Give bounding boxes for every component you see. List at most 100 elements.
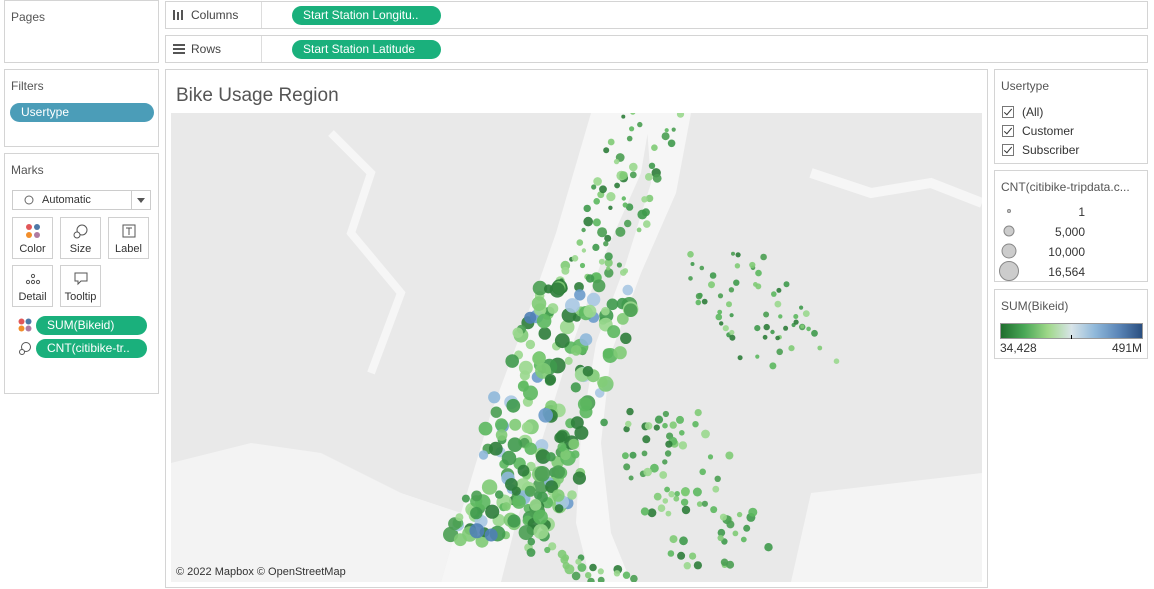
marks-title: Marks xyxy=(11,163,44,177)
station-dot xyxy=(735,252,741,258)
station-dot xyxy=(545,480,558,493)
station-dot xyxy=(552,489,565,502)
station-dot xyxy=(453,533,467,547)
label-button[interactable]: Label xyxy=(108,217,149,259)
option-label[interactable]: (All) xyxy=(1022,105,1044,119)
station-dot xyxy=(679,536,688,546)
station-dot xyxy=(598,258,605,265)
station-dot xyxy=(485,504,500,519)
size-legend-card: CNT(citibike-tripdata.c... 1 5,000 10,000 1… xyxy=(994,170,1148,282)
station-dot xyxy=(629,451,637,459)
station-dot xyxy=(763,323,770,331)
station-dot xyxy=(647,508,657,518)
station-dot xyxy=(775,335,780,341)
station-dot xyxy=(722,325,729,332)
station-dot xyxy=(811,329,818,337)
station-dot xyxy=(544,546,551,554)
checkbox[interactable] xyxy=(1002,125,1014,137)
station-dot xyxy=(626,407,634,416)
columns-pill[interactable]: Start Station Longitu.. xyxy=(292,6,441,25)
station-dot xyxy=(701,429,710,439)
station-dot xyxy=(585,274,595,283)
station-dot xyxy=(597,376,614,392)
checkbox[interactable] xyxy=(1002,144,1014,156)
station-dot xyxy=(556,430,568,442)
station-dot xyxy=(626,135,633,142)
station-dot xyxy=(689,552,697,560)
size-button[interactable]: Size xyxy=(60,217,101,259)
station-dot xyxy=(667,139,676,148)
station-dot xyxy=(743,524,751,532)
station-dot xyxy=(733,279,740,286)
tooltip-icon xyxy=(74,272,88,286)
filter-pill[interactable]: Usertype xyxy=(10,103,154,122)
option-label[interactable]: Subscriber xyxy=(1022,143,1080,157)
color-pill[interactable]: SUM(Bikeid) xyxy=(36,316,147,335)
tooltip-button[interactable]: Tooltip xyxy=(60,265,101,307)
station-dot xyxy=(623,463,631,471)
color-legend-min: 34,428 xyxy=(1000,341,1037,355)
station-dot xyxy=(676,415,684,424)
mark-type-dropdown[interactable]: Automatic xyxy=(12,190,151,210)
size-circle xyxy=(1007,209,1011,213)
station-dot xyxy=(681,505,691,515)
station-dot xyxy=(719,321,724,326)
station-dot xyxy=(793,314,799,319)
station-dot xyxy=(511,486,521,496)
rows-pill[interactable]: Start Station Latitude xyxy=(292,40,441,59)
station-dot xyxy=(535,362,552,379)
station-dot xyxy=(641,208,650,217)
station-dot xyxy=(565,298,580,313)
station-dot xyxy=(707,454,714,460)
station-dot xyxy=(731,251,735,256)
station-dot xyxy=(699,265,705,271)
detail-button[interactable]: Detail xyxy=(12,265,53,307)
station-dot xyxy=(654,415,664,424)
color-icon xyxy=(26,224,40,238)
station-dot xyxy=(495,418,508,431)
size-pill[interactable]: CNT(citibike-tr.. xyxy=(36,339,147,358)
checkbox[interactable] xyxy=(1002,106,1014,118)
columns-shelf[interactable]: Columns Start Station Longitu.. xyxy=(165,1,1148,29)
station-dot xyxy=(760,253,767,261)
station-dot xyxy=(554,333,570,349)
filters-title: Filters xyxy=(11,79,44,93)
station-dot xyxy=(799,305,804,310)
station-dot xyxy=(455,513,464,522)
station-dot xyxy=(517,464,530,477)
map[interactable]: © 2022 Mapbox © OpenStreetMap xyxy=(171,113,982,582)
station-dot xyxy=(518,360,533,375)
station-dot xyxy=(597,576,605,582)
station-dot xyxy=(607,138,615,146)
color-legend-max: 491M xyxy=(1111,341,1142,355)
color-button[interactable]: Color xyxy=(12,217,53,259)
station-dot xyxy=(554,504,564,513)
station-dot xyxy=(650,463,659,473)
station-dot xyxy=(469,523,485,539)
station-dot xyxy=(625,420,632,428)
station-dot xyxy=(592,279,606,293)
station-dot xyxy=(534,466,551,482)
station-dot xyxy=(481,479,498,495)
station-dot xyxy=(640,507,649,516)
station-dot xyxy=(708,281,715,289)
station-dot xyxy=(512,327,524,339)
station-dot xyxy=(593,177,602,186)
station-dot xyxy=(717,534,724,542)
station-dot xyxy=(604,258,613,267)
station-dot xyxy=(576,239,584,246)
station-dot xyxy=(621,114,626,119)
station-dot xyxy=(616,262,622,268)
station-dot xyxy=(591,184,597,190)
station-dot xyxy=(710,506,718,514)
columns-icon xyxy=(173,10,183,20)
station-dot xyxy=(628,475,634,481)
option-label[interactable]: Customer xyxy=(1022,124,1075,138)
station-dot xyxy=(749,261,756,269)
rows-shelf[interactable]: Rows Start Station Latitude xyxy=(165,35,1148,63)
pages-card: Pages xyxy=(4,0,159,63)
station-dot xyxy=(729,329,735,336)
station-dot xyxy=(570,416,584,430)
station-dot xyxy=(538,408,553,423)
station-dot xyxy=(648,162,656,169)
